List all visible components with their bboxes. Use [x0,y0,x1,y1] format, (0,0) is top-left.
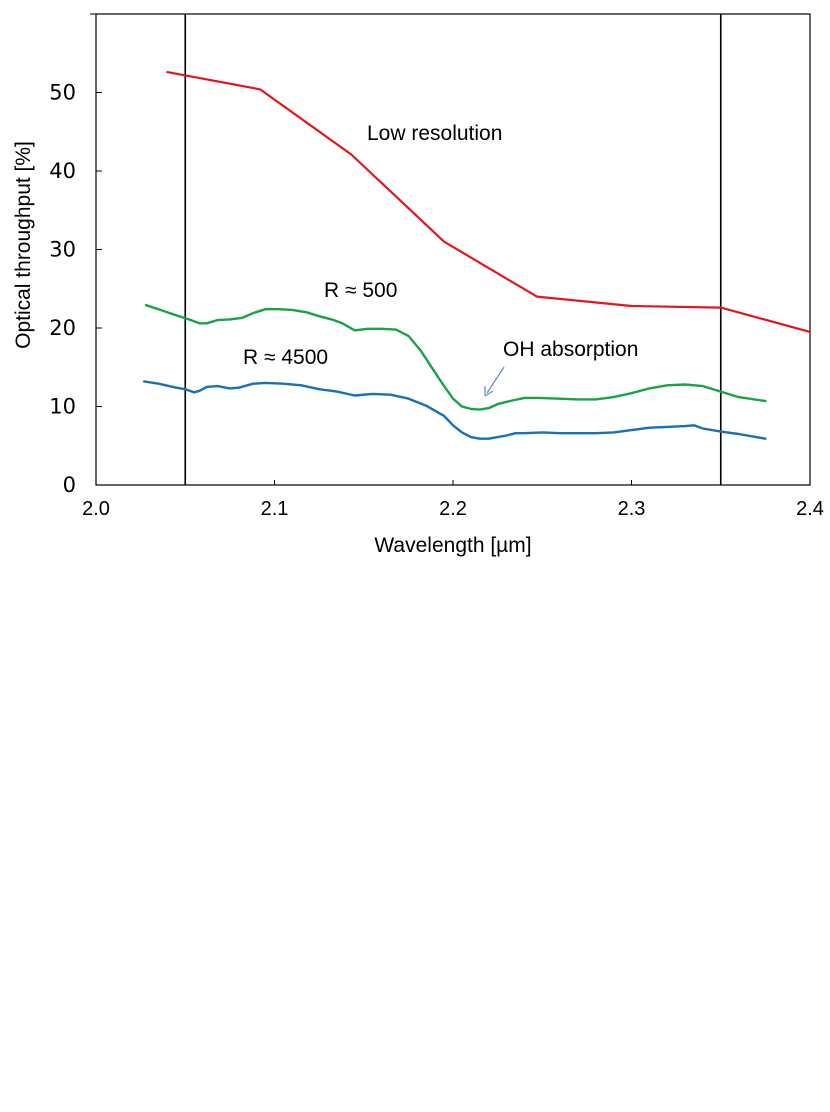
y-tick-label: 10 [49,395,76,419]
band-boundaries [184,14,722,485]
y-axis-title: Optical throughput [%] [12,141,35,349]
y-tick-label: 30 [49,238,76,262]
y-tick-label: 50 [49,81,76,105]
oh-absorption-label: OH absorption [503,338,638,361]
y-axis: 0 10 20 30 40 50 [49,13,102,497]
y-tick-label: 20 [49,316,76,340]
x-tick-label: 2.4 [796,498,824,520]
r500-label: R ≈ 500 [324,279,397,302]
y-tick-label: 40 [49,159,76,183]
low-resolution-line [166,71,812,333]
x-tick-label: 2.0 [82,498,110,520]
r500-line [144,304,767,411]
x-axis: 2.0 2.1 2.2 2.3 2.4 [82,480,824,520]
x-tick-label: 2.2 [439,498,467,520]
r4500-line [143,380,767,440]
low-resolution-label: Low resolution [367,122,502,145]
x-tick-label: 2.1 [261,498,289,520]
y-tick-label: 0 [63,473,76,497]
r4500-label: R ≈ 4500 [243,346,328,369]
oh-absorption-arrow [484,366,505,397]
x-axis-title: Wavelength [µm] [374,534,531,557]
series-layer [143,71,812,440]
x-tick-label: 2.3 [618,498,646,520]
plot-frame [95,13,811,486]
